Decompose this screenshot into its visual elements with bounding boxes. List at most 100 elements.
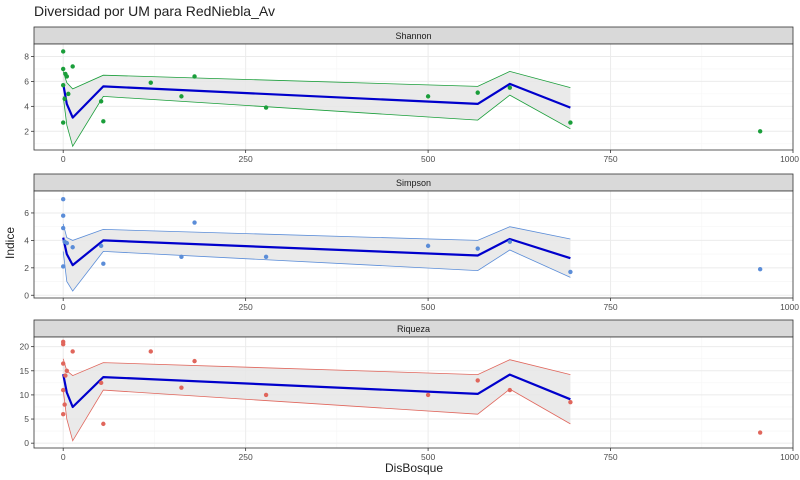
x-tick-label: 250 — [239, 452, 253, 462]
facet-strip-label: Shannon — [395, 31, 431, 41]
fit-line — [62, 82, 571, 119]
data-point — [60, 213, 66, 218]
data-point — [475, 378, 480, 383]
x-tick-label: 750 — [603, 452, 617, 462]
data-point — [60, 120, 66, 125]
data-point — [60, 225, 66, 231]
data-point — [60, 387, 66, 393]
y-tick-label: 8 — [24, 51, 29, 61]
fit-line — [62, 237, 571, 267]
x-tick-label: 250 — [239, 154, 253, 164]
data-point — [475, 246, 480, 251]
y-tick-label: 10 — [20, 390, 30, 400]
data-point — [66, 91, 71, 97]
x-tick-label: 750 — [603, 302, 617, 312]
data-point — [568, 399, 573, 405]
y-tick-label: 5 — [24, 414, 29, 424]
panel-border — [33, 43, 794, 151]
data-point — [757, 129, 763, 134]
data-point — [60, 49, 66, 54]
band-upper-line — [62, 70, 571, 90]
data-point — [70, 349, 75, 354]
band-lower-line — [62, 249, 571, 292]
x-tick-label: 0 — [61, 154, 66, 164]
data-point — [757, 430, 763, 435]
data-point — [192, 220, 197, 225]
data-point — [98, 380, 104, 386]
confidence-band — [63, 358, 571, 441]
data-point — [64, 240, 70, 246]
data-point — [63, 373, 68, 378]
facet-strip-label: Riqueza — [397, 324, 430, 334]
y-axis-label: Indice — [3, 227, 17, 259]
data-point — [64, 74, 70, 79]
data-point — [507, 85, 513, 90]
data-point — [148, 80, 153, 85]
x-tick-label: 0 — [61, 302, 66, 312]
y-tick-label: 6 — [24, 208, 29, 218]
y-tick-label: 2 — [24, 263, 29, 273]
data-point — [60, 197, 66, 202]
y-tick-label: 0 — [24, 438, 29, 448]
x-tick-label: 0 — [61, 452, 66, 462]
data-point — [101, 261, 106, 266]
data-point — [60, 264, 66, 269]
data-point — [64, 368, 70, 373]
x-tick-label: 1000 — [780, 302, 799, 312]
band-upper-line — [62, 223, 571, 241]
data-point — [148, 349, 153, 354]
x-tick-label: 500 — [421, 302, 435, 312]
x-tick-label: 500 — [421, 452, 435, 462]
data-point — [179, 254, 184, 260]
data-point — [101, 421, 106, 427]
y-tick-label: 2 — [24, 126, 29, 136]
data-point — [425, 94, 431, 99]
panel-border — [33, 336, 794, 449]
x-tick-label: 1000 — [780, 154, 799, 164]
confidence-band — [63, 223, 571, 292]
data-point — [60, 82, 66, 88]
y-tick-label: 0 — [24, 290, 29, 300]
data-point — [62, 96, 67, 102]
y-tick-label: 4 — [24, 235, 29, 245]
data-point — [60, 412, 66, 417]
band-lower-line — [62, 94, 571, 148]
y-tick-label: 6 — [24, 76, 29, 86]
data-point — [568, 269, 573, 275]
panel-border — [33, 190, 794, 299]
data-point — [263, 254, 269, 260]
y-tick-label: 4 — [24, 101, 29, 111]
panel-simpson: Simpson 0 2 4 6 0 250 500 750 1000 — [24, 173, 799, 312]
x-tick-label: 500 — [421, 154, 435, 164]
y-tick-label: 15 — [20, 366, 30, 376]
data-point — [98, 99, 104, 104]
y-tick-label: 20 — [20, 342, 30, 352]
data-point — [425, 243, 431, 249]
data-point — [179, 385, 184, 390]
data-point — [98, 243, 104, 249]
data-point — [507, 387, 513, 393]
facet-strip-label: Simpson — [396, 178, 431, 188]
data-point — [757, 266, 763, 272]
x-tick-label: 1000 — [780, 452, 799, 462]
x-tick-label: 250 — [239, 302, 253, 312]
x-axis-label: DisBosque — [385, 461, 443, 475]
panel-shannon: Shannon 2 4 6 8 0 250 500 750 1000 — [24, 26, 799, 164]
chart-title: Diversidad por UM para RedNiebla_Av — [34, 3, 275, 19]
data-point — [70, 64, 75, 69]
data-point — [70, 245, 75, 250]
data-point — [60, 66, 66, 72]
data-point — [192, 358, 197, 364]
data-point — [60, 361, 66, 366]
panel-riqueza: Riqueza 0 5 10 15 20 0 250 500 750 1000 — [20, 319, 799, 462]
data-point — [475, 90, 480, 95]
data-point — [179, 94, 184, 99]
data-point — [101, 119, 106, 124]
data-point — [192, 74, 197, 79]
fit-line — [62, 373, 571, 409]
data-point — [507, 239, 513, 244]
data-point — [62, 402, 67, 407]
x-tick-label: 750 — [603, 154, 617, 164]
